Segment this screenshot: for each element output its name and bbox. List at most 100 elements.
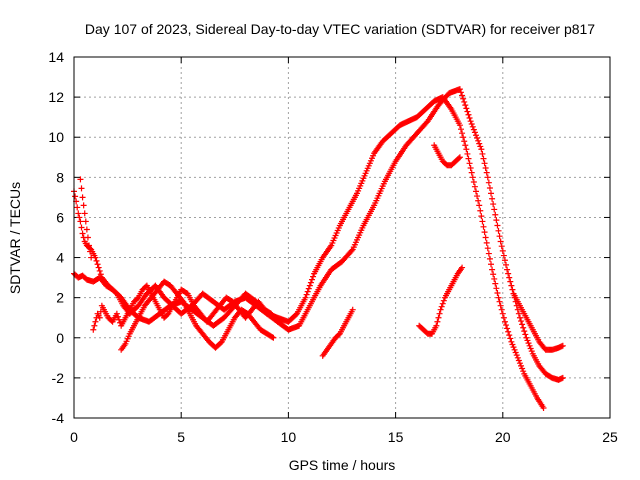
data-point [96, 314, 103, 321]
data-point [474, 193, 481, 200]
data-point [527, 345, 534, 352]
data-point [492, 211, 499, 218]
y-tick-label: 2 [56, 290, 64, 306]
grid-lines [74, 57, 610, 418]
data-point [80, 202, 87, 209]
y-tick-label: -2 [52, 370, 65, 386]
y-tick-label: 8 [56, 169, 64, 185]
data-point [455, 155, 462, 162]
data-point [506, 274, 513, 281]
data-point [495, 294, 502, 301]
data-point [478, 146, 485, 153]
data-point [87, 248, 94, 255]
data-point [217, 339, 224, 346]
data-point [507, 278, 514, 285]
data-point [179, 297, 186, 304]
data-point [515, 310, 522, 317]
series-track-d [90, 282, 281, 333]
data-point [471, 129, 478, 136]
data-point [491, 275, 498, 282]
data-point [440, 297, 447, 304]
data-point [468, 169, 475, 176]
data-point [76, 214, 83, 221]
data-point [495, 227, 502, 234]
data-point [468, 120, 475, 127]
data-point [501, 257, 508, 264]
data-point [501, 318, 508, 325]
data-point [480, 223, 487, 230]
data-point [467, 164, 474, 171]
data-point [88, 254, 95, 261]
data-point [434, 318, 441, 325]
data-point [524, 337, 531, 344]
data-point [475, 197, 482, 204]
data-point [456, 86, 463, 93]
data-point [489, 266, 496, 273]
data-point [498, 306, 505, 313]
data-point [477, 207, 484, 214]
data-point [164, 311, 171, 318]
x-tick-label: 5 [177, 429, 185, 445]
data-point [509, 341, 516, 348]
data-point [485, 179, 492, 186]
data-point [459, 92, 466, 99]
data-point [469, 174, 476, 181]
data-point [466, 114, 473, 121]
data-point [483, 239, 490, 246]
data-point [493, 217, 500, 224]
data-point [462, 142, 469, 149]
data-point [459, 264, 466, 271]
x-tick-label: 0 [70, 429, 78, 445]
x-tick-label: 15 [388, 429, 404, 445]
data-point [310, 273, 317, 280]
data-point [113, 310, 120, 317]
data-point [512, 349, 519, 356]
plot-frame [73, 56, 611, 419]
data-point [335, 331, 342, 338]
series-track-c [77, 176, 95, 261]
x-tick-label: 10 [281, 429, 297, 445]
data-point [74, 204, 81, 211]
data-point [519, 321, 526, 328]
data-point [96, 267, 103, 274]
data-point [477, 143, 484, 150]
data-point [95, 264, 102, 271]
data-point [86, 242, 93, 249]
data-point [499, 247, 506, 254]
data-point [79, 230, 86, 237]
data-point [270, 334, 277, 341]
data-point [466, 160, 473, 167]
data-point [94, 261, 101, 268]
y-tick-label: 14 [48, 49, 64, 65]
data-point [484, 245, 491, 252]
data-point [274, 318, 281, 325]
data-point [470, 179, 477, 186]
data-point [496, 298, 503, 305]
data-point [457, 126, 464, 133]
data-point [508, 282, 515, 289]
data-point [484, 174, 491, 181]
data-point [505, 328, 512, 335]
data-point [528, 348, 535, 355]
data-point [469, 123, 476, 130]
data-point [456, 122, 463, 129]
data-point [520, 368, 527, 375]
data-point [273, 317, 280, 324]
data-point [522, 331, 529, 338]
data-point [511, 346, 518, 353]
data-point [308, 276, 315, 283]
data-point [488, 261, 495, 268]
data-point [464, 108, 471, 115]
data-point [521, 328, 528, 335]
data-point [482, 234, 489, 241]
data-point [497, 238, 504, 245]
data-point [292, 311, 299, 318]
data-point [476, 202, 483, 209]
data-point [481, 229, 488, 236]
data-point [508, 338, 515, 345]
data-point [500, 314, 507, 321]
data-point [302, 294, 309, 301]
data-point [463, 105, 470, 112]
